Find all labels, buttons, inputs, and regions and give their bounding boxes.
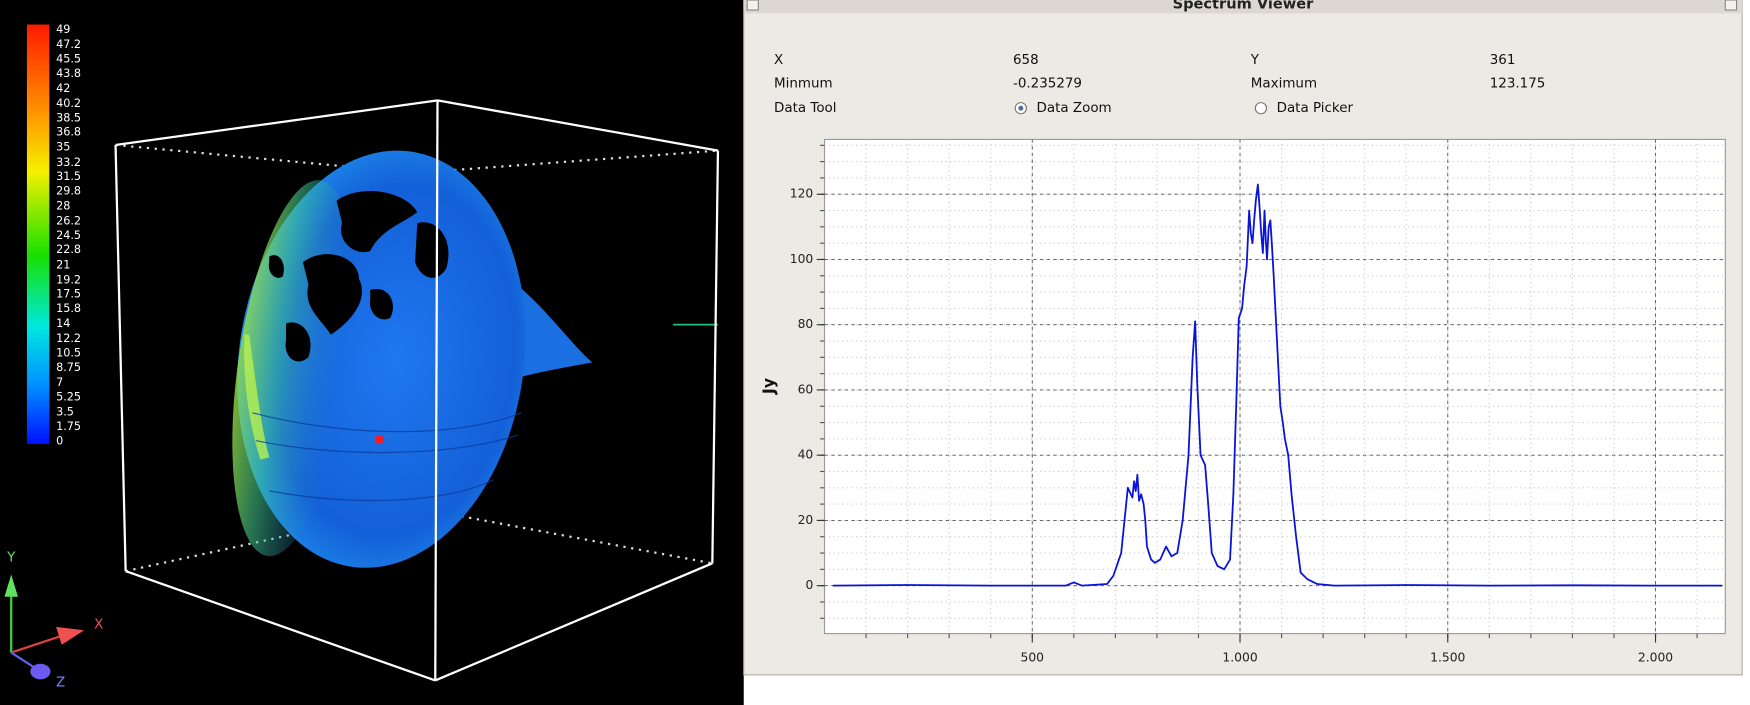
x-axis-cone: [56, 626, 85, 645]
colorbar-label: 8.75: [56, 361, 81, 374]
field-label: Maximum: [1251, 77, 1317, 92]
y-tick-label: 120: [790, 187, 814, 201]
radio-selected-dot: [1018, 105, 1024, 111]
colorbar-label: 19.2: [56, 273, 81, 286]
colorbar-label: 47.2: [56, 38, 81, 51]
z-axis-cone: [30, 663, 51, 680]
field-value: 658: [1013, 53, 1039, 68]
y-tick-label: 100: [790, 252, 814, 266]
radio-option[interactable]: Data Zoom: [1014, 101, 1112, 116]
volume-texture: [252, 412, 522, 502]
y-tick-label: 0: [805, 578, 813, 592]
window-titlebar: [743, 0, 1743, 14]
field-value: 361: [1490, 53, 1516, 68]
colorbar-label: 42: [56, 82, 70, 95]
window-menu-button[interactable]: [746, 0, 759, 11]
colorbar-label: 1.75: [56, 420, 81, 433]
spectrum-line: [832, 183, 1722, 587]
colorbar-label: 10.5: [56, 347, 81, 360]
y-tick-label: 60: [798, 382, 814, 396]
colorbar-label: 35: [56, 141, 70, 154]
volume-holes: [268, 191, 449, 362]
x-tick-label: 500: [1020, 651, 1044, 665]
y-axis-cone: [4, 574, 18, 597]
x-axis-label: X: [94, 618, 103, 633]
colorbar: [26, 24, 50, 444]
radio-button[interactable]: [1254, 102, 1268, 115]
data-tool-options: Data Zoom Data Picker: [1014, 101, 1354, 116]
window-close-button[interactable]: [1724, 0, 1738, 11]
colorbar-label: 49: [56, 23, 70, 36]
field-value: 123.175: [1490, 77, 1546, 92]
field-label: Y: [1250, 53, 1260, 68]
y-tick-label: 80: [798, 317, 814, 331]
volume-rim-highlight: [244, 334, 270, 460]
axes-triad: Y X Z: [4, 551, 103, 691]
z-axis-arrow: [10, 651, 35, 669]
colorbar-label: 33.2: [56, 156, 81, 169]
window-title: Spectrum Viewer: [1173, 0, 1314, 12]
colorbar-label: 14: [56, 317, 70, 330]
colorbar-label: 15.8: [56, 302, 81, 315]
plot-area: [823, 138, 1726, 635]
y-axis-title: Jy: [759, 378, 778, 395]
colorbar-label: 17.5: [56, 288, 81, 301]
y-axis-label: Y: [6, 551, 16, 566]
field-label: Minmum: [774, 77, 833, 92]
y-tick-label: 20: [798, 513, 814, 527]
colorbar-label: 31.5: [56, 170, 81, 183]
z-axis-label: Z: [56, 676, 65, 691]
colorbar-label: 26.2: [56, 215, 81, 228]
colorbar-label: 28: [56, 200, 70, 213]
colorbar-label: 22.8: [56, 243, 81, 256]
colorbar-label: 0: [56, 435, 63, 448]
volume-view: Y X Z 49 47.2 45.543.8 42 40.238.5 36.8 35 33.2…: [0, 0, 744, 705]
colorbar-label: 24.5: [56, 229, 81, 242]
spectrum-window: Spectrum Viewer X 658 Y 361 Minmum -0.23…: [743, 0, 1743, 676]
box-front-edges: [114, 99, 720, 682]
colorbar-label: 45.5: [56, 53, 81, 66]
colorbar-label: 29.8: [56, 184, 81, 197]
x-tick-label: 1.500: [1430, 651, 1465, 665]
y-tick-label: 40: [798, 448, 814, 462]
field-value: -0.235279: [1013, 77, 1082, 92]
colorbar-label: 36.8: [56, 126, 81, 139]
probe-point: [374, 435, 384, 444]
radio-label: Data Zoom: [1037, 101, 1112, 116]
x-axis-arrow: [10, 634, 63, 654]
colorbar-label: 12.2: [56, 332, 81, 345]
colorbar-label: 3.5: [56, 405, 74, 418]
colorbar-label: 7: [56, 376, 63, 389]
field-label: X: [774, 53, 783, 68]
colorbar-label: 43.8: [56, 67, 81, 80]
colorbar-label: 40.2: [56, 97, 81, 110]
plot: 0 20 40 60 80 100 120 500 1.000 1.500 2.000: [790, 139, 1726, 665]
radio-option[interactable]: Data Picker: [1254, 101, 1354, 116]
x-tick-label: 1.000: [1222, 651, 1257, 665]
colorbar-label: 5.25: [56, 391, 81, 404]
colorbar-label: 21: [56, 258, 70, 271]
data-tool-label: Data Tool: [774, 101, 836, 116]
x-tick-label: 2.000: [1638, 651, 1673, 665]
colorbar-label: 38.5: [56, 111, 81, 124]
radio-label: Data Picker: [1277, 101, 1354, 116]
